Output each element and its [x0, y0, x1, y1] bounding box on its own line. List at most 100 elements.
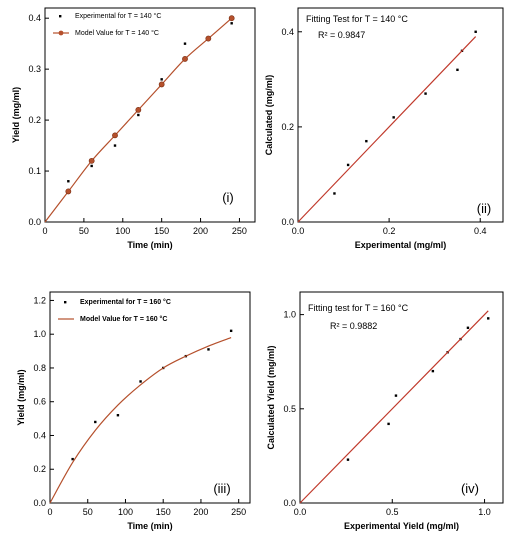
y-axis-label: Calculated (mg/ml) — [264, 75, 274, 156]
y-tick-label: 0.6 — [33, 397, 46, 407]
series-line — [299, 310, 489, 504]
data-point — [67, 180, 70, 183]
x-tick-label: 250 — [231, 507, 246, 517]
y-tick-label: 0.0 — [28, 217, 41, 227]
series-line — [49, 337, 232, 504]
y-tick-label: 1.0 — [33, 329, 46, 339]
plot-frame — [44, 7, 256, 223]
x-tick-label: 250 — [232, 226, 247, 236]
r-squared-annotation: R² = 0.9882 — [330, 321, 377, 331]
x-tick-label: 1.0 — [478, 507, 491, 517]
data-point — [424, 92, 427, 95]
data-point — [333, 192, 336, 195]
y-tick-label: 0.8 — [33, 363, 46, 373]
y-tick-label: 0.4 — [281, 27, 294, 37]
series-line — [44, 17, 233, 223]
data-point — [139, 380, 142, 383]
data-point — [487, 317, 490, 320]
x-tick-label: 0.0 — [292, 226, 305, 236]
data-point — [113, 144, 117, 147]
y-tick-label: 0.1 — [28, 166, 41, 176]
data-point — [365, 139, 368, 143]
data-point — [431, 369, 435, 373]
model-point — [182, 56, 188, 62]
r-squared-annotation: R² = 0.9847 — [318, 30, 365, 40]
chart-title: Fitting Test for T = 140 °C — [306, 14, 408, 24]
data-point — [346, 458, 350, 461]
model-point — [205, 35, 212, 42]
data-point — [90, 164, 93, 168]
legend-entry: Model Value for T = 160 °C — [80, 315, 167, 323]
data-point — [183, 42, 187, 45]
x-tick-label: 0.4 — [474, 226, 487, 236]
chart-panel-i: 0.0 0.1 0.2 0.3 0.4 0 50 100 150 200 250 Time (min)… — [11, 7, 256, 250]
x-tick-label: 150 — [156, 507, 171, 517]
panel-label: (iv) — [461, 481, 479, 496]
chart-title: Fitting test for T = 160 °C — [308, 303, 409, 313]
x-axis-label: Time (min) — [127, 521, 172, 531]
model-point — [228, 15, 235, 22]
data-point — [71, 457, 74, 461]
y-tick-label: 1.2 — [33, 295, 46, 305]
data-point — [474, 30, 477, 33]
data-point — [387, 422, 390, 426]
y-tick-label: 0.4 — [28, 13, 41, 23]
y-tick-label: 0.3 — [28, 64, 41, 74]
legend-entry: Experimental for T = 140 °C — [75, 12, 161, 20]
y-axis-label: Yield (mg/ml) — [16, 369, 26, 425]
data-point — [456, 68, 459, 72]
data-point — [160, 78, 163, 81]
series-line — [297, 36, 477, 223]
x-axis-label: Experimental (mg/ml) — [355, 240, 447, 250]
panel-label: (iii) — [213, 481, 230, 496]
data-point — [346, 163, 350, 167]
chart-panel-ii: 0.0 0.2 0.4 0.0 0.2 0.4 Experimental (mg/ml) Ca… — [264, 7, 504, 250]
y-tick-label: 0.2 — [28, 115, 41, 125]
data-point — [392, 116, 395, 119]
y-tick-label: 0.2 — [33, 464, 46, 474]
model-point — [65, 188, 72, 195]
data-point — [466, 326, 470, 329]
y-tick-label: 0.0 — [281, 217, 294, 227]
x-tick-label: 200 — [193, 507, 208, 517]
x-tick-label: 0.5 — [386, 507, 399, 517]
data-point — [116, 414, 120, 417]
legend-entry: Model Value for T = 140 °C — [75, 29, 159, 37]
y-tick-label: 0.0 — [283, 498, 296, 508]
panel-label: (ii) — [477, 201, 491, 216]
plot-frame — [297, 7, 504, 223]
legend-marker-scatter — [59, 15, 62, 18]
x-axis-label: Time (min) — [127, 240, 172, 250]
x-tick-label: 0 — [47, 507, 52, 517]
data-point — [394, 394, 398, 397]
x-tick-label: 100 — [118, 507, 133, 517]
model-point — [135, 107, 142, 113]
x-tick-label: 100 — [115, 226, 130, 236]
data-point — [94, 420, 97, 424]
x-tick-label: 0 — [42, 226, 47, 236]
x-tick-label: 200 — [193, 226, 208, 236]
data-point — [137, 113, 140, 117]
legend-marker-model — [58, 30, 64, 36]
x-tick-label: 50 — [83, 507, 93, 517]
y-tick-label: 0.5 — [283, 404, 296, 414]
data-point — [230, 22, 233, 25]
y-tick-label: 1.0 — [283, 310, 296, 320]
y-tick-label: 0.2 — [281, 122, 294, 132]
y-tick-label: 0.4 — [33, 430, 46, 440]
model-point — [158, 81, 165, 88]
x-tick-label: 0.2 — [383, 226, 396, 236]
model-point — [112, 132, 118, 139]
x-tick-label: 150 — [154, 226, 169, 236]
plot-frame — [299, 291, 504, 504]
plot-frame — [49, 291, 251, 504]
data-point — [207, 348, 210, 351]
panel-label: (i) — [222, 190, 234, 205]
legend-entry: Experimental for T = 160 °C — [80, 298, 171, 306]
data-point — [229, 329, 233, 333]
x-tick-label: 50 — [79, 226, 89, 236]
chart-panel-iv: 0.0 0.5 1.0 0.0 0.5 1.0 Experimental Yield (mg… — [266, 291, 504, 531]
model-point — [88, 157, 95, 164]
legend-marker-scatter — [64, 301, 67, 304]
